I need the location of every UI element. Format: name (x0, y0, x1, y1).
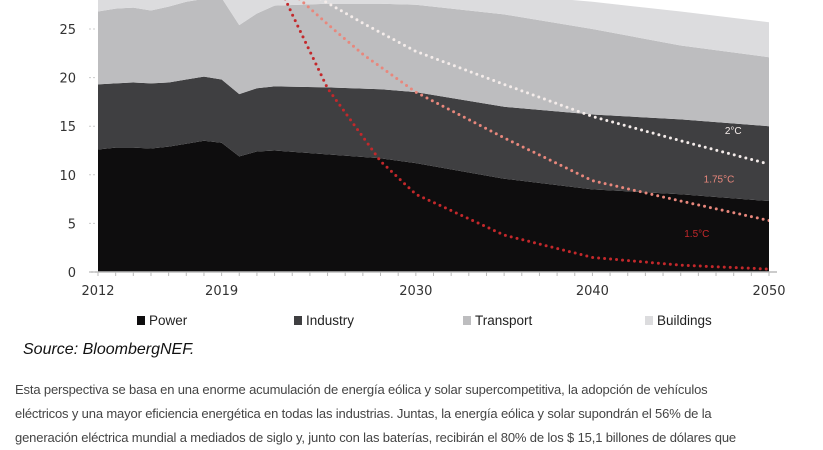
y-tick-label: 5 (68, 217, 76, 232)
pathway-label: 1.75°C (704, 175, 735, 186)
paragraph-line: Esta perspectiva se basa en una enorme a… (15, 382, 708, 397)
legend-item-power: Power (137, 313, 187, 328)
legend-label: Buildings (657, 313, 712, 328)
y-tick-label: 10 (59, 169, 76, 184)
emissions-chart: 2012 2019 2030 2040 2050 0 5 10 15 20 25 1.5°C 1.75… (59, 0, 786, 299)
article-paragraph: Esta perspectiva se basa en una enorme a… (15, 378, 736, 450)
legend-label: Power (149, 313, 188, 328)
paragraph-line: eléctricos y una mayor eficiencia energé… (15, 406, 712, 421)
pathway-line-2 (319, 0, 769, 166)
paragraph-line: generación eléctrica mundial a mediados … (15, 430, 736, 445)
pathway-label: 2°C (725, 126, 742, 137)
y-tick-label: 20 (59, 72, 76, 87)
pathway-line-15 (284, 0, 769, 271)
pathway-line-175 (298, 0, 769, 222)
legend-swatch-buildings (645, 316, 653, 325)
legend-swatch-transport (463, 316, 471, 325)
y-tick-label: 0 (68, 266, 76, 281)
x-tick-label: 2012 (81, 284, 114, 299)
legend-swatch-industry (294, 316, 302, 325)
x-tick-label: 2019 (205, 284, 238, 299)
chart-source: Source: BloombergNEF. (23, 341, 195, 358)
pathway-label: 1.5°C (684, 229, 709, 240)
legend-label: Transport (475, 313, 533, 328)
legend-item-industry: Industry (294, 313, 354, 328)
x-tick-label: 2050 (752, 284, 785, 299)
legend-item-buildings: Buildings (645, 313, 712, 328)
chart-legend: Power Industry Transport Buildings (0, 313, 823, 331)
legend-item-transport: Transport (463, 313, 532, 328)
area-buildings (98, 0, 769, 58)
y-tick-label: 25 (59, 23, 76, 38)
area-power (98, 140, 769, 272)
y-tick-label: 15 (59, 120, 76, 135)
area-transport (98, 0, 769, 127)
x-tick-label: 2040 (576, 284, 609, 299)
legend-swatch-power (137, 316, 145, 325)
x-tick-label: 2030 (399, 284, 432, 299)
area-industry (98, 76, 769, 202)
legend-label: Industry (306, 313, 355, 328)
